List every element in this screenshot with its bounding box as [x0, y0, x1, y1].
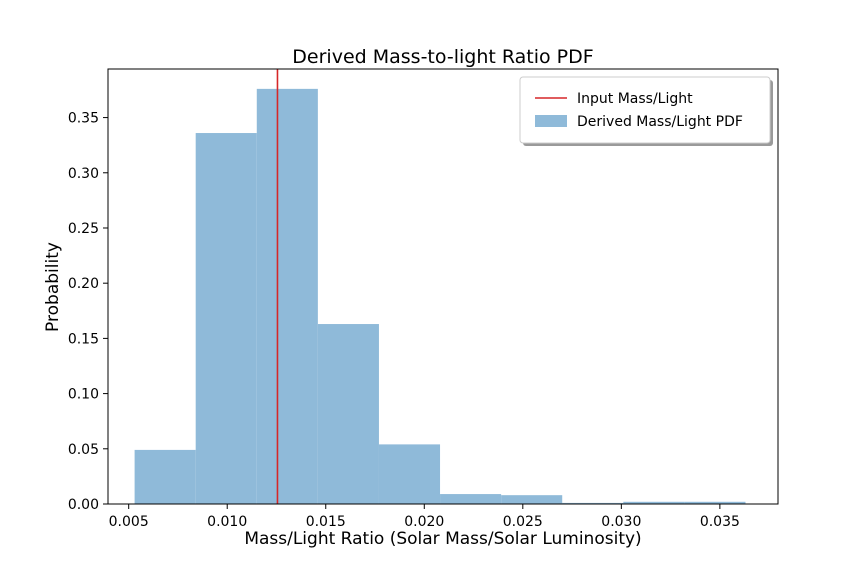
- y-tick-label-2: 0.10: [68, 387, 99, 403]
- x-tick-label-2: 0.015: [306, 514, 346, 530]
- legend: Input Mass/Light Derived Mass/Light PDF: [519, 76, 773, 146]
- histogram-bar-3: [317, 324, 379, 504]
- y-axis-ticks: 0.00 0.05 0.10 0.15 0.20 0.25 0.30 0.35: [68, 111, 108, 513]
- histogram-bar-9: [684, 501, 746, 504]
- legend-box: [519, 76, 771, 144]
- legend-label-pdf: Derived Mass/Light PDF: [577, 114, 743, 130]
- histogram-bar-7: [562, 502, 624, 504]
- histogram-bar-2: [256, 88, 318, 504]
- histogram-bar-5: [440, 494, 502, 504]
- x-axis-ticks: 0.005 0.010 0.015 0.020 0.025 0.030 0.035: [109, 504, 740, 530]
- x-tick-label-0: 0.005: [109, 514, 149, 530]
- legend-label-input: Input Mass/Light: [577, 91, 693, 107]
- histogram-bar-8: [623, 501, 685, 504]
- x-tick-label-1: 0.010: [207, 514, 247, 530]
- x-tick-label-6: 0.035: [700, 514, 740, 530]
- histogram-bars: [134, 88, 746, 505]
- x-tick-label-5: 0.030: [601, 514, 641, 530]
- y-tick-label-4: 0.20: [68, 276, 99, 292]
- y-tick-label-5: 0.25: [68, 221, 99, 237]
- histogram-bar-6: [501, 495, 563, 504]
- y-tick-label-1: 0.05: [68, 442, 99, 458]
- x-axis-title: Mass/Light Ratio (Solar Mass/Solar Lumin…: [244, 529, 641, 549]
- x-tick-label-4: 0.025: [503, 514, 543, 530]
- histogram-bar-0: [134, 449, 196, 504]
- histogram-bar-4: [378, 444, 441, 504]
- x-tick-label-3: 0.020: [404, 514, 444, 530]
- y-axis-title: Probability: [43, 242, 63, 332]
- plot-area-frame: [107, 68, 779, 505]
- y-tick-label-3: 0.15: [68, 331, 99, 347]
- y-tick-label-7: 0.35: [68, 111, 99, 127]
- y-tick-label-6: 0.30: [68, 166, 99, 182]
- chart-title: Derived Mass-to-light Ratio PDF: [292, 46, 593, 68]
- legend-swatch-pdf: [535, 115, 567, 127]
- histogram-bar-1: [195, 133, 257, 505]
- y-tick-label-0: 0.00: [68, 497, 99, 513]
